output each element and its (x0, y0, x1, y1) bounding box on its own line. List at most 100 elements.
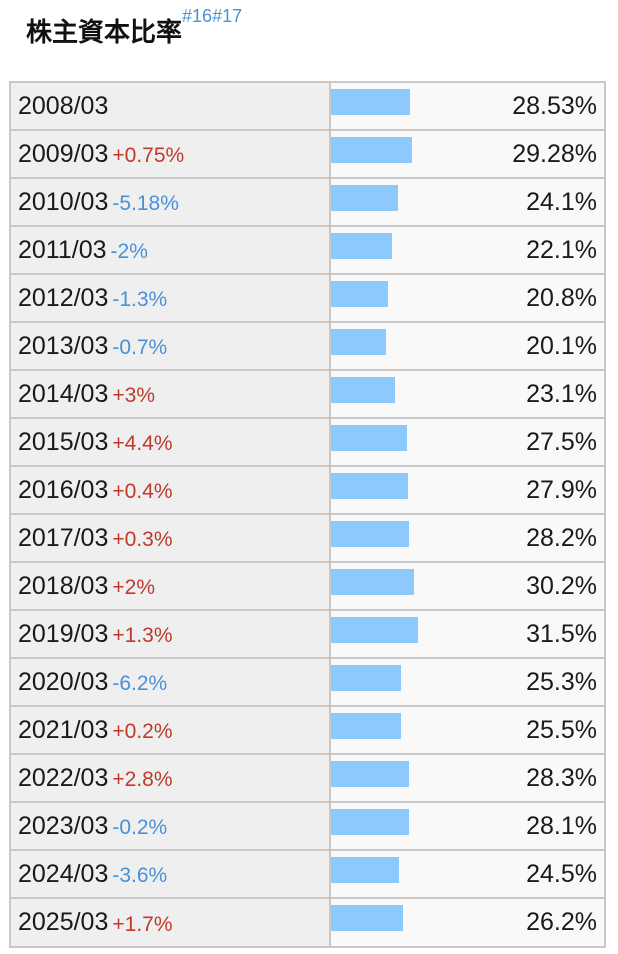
ref-link-16[interactable]: #16 (182, 6, 213, 26)
period-label: 2022/03 (18, 763, 109, 792)
change-label: +1.3% (112, 624, 173, 647)
bar-cell: 27.5% (331, 419, 604, 465)
row-label-cell: 2016/03 +0.4% (11, 467, 331, 513)
table-row: 2016/03 +0.4% 27.9% (11, 467, 604, 515)
value-bar (331, 617, 418, 643)
value-bar (331, 377, 395, 403)
table-row: 2013/03 -0.7% 20.1% (11, 323, 604, 371)
row-label-cell: 2023/03 -0.2% (11, 803, 331, 849)
change-label: +2% (112, 576, 155, 599)
bar-cell: 22.1% (331, 227, 604, 273)
period-label: 2008/03 (18, 91, 109, 120)
equity-ratio-table: 2008/03 28.53% 2009/03 +0.75% 29.28% 2010/03-… (9, 81, 606, 948)
period-label: 2010/03 (18, 187, 109, 216)
value-label: 29.28% (512, 139, 597, 168)
value-label: 25.5% (526, 715, 597, 744)
value-bar (331, 761, 409, 787)
value-label: 26.2% (526, 908, 597, 936)
bar-cell: 28.1% (331, 803, 604, 849)
value-bar (331, 713, 401, 739)
value-label: 23.1% (526, 379, 597, 408)
table-row: 2009/03 +0.75% 29.28% (11, 131, 604, 179)
change-label: -0.2% (112, 816, 168, 839)
bar-cell: 23.1% (331, 371, 604, 417)
row-label-cell: 2020/03 -6.2% (11, 659, 331, 705)
change-label: +4.4% (112, 432, 173, 455)
change-label: +3% (112, 384, 155, 407)
change-label: +1.7% (112, 912, 173, 936)
table-row: 2017/03 +0.3% 28.2% (11, 515, 604, 563)
change-label: -6.2% (112, 672, 168, 695)
period-label: 2012/03 (18, 283, 109, 312)
row-label-cell: 2018/03 +2% (11, 563, 331, 609)
change-label: +0.75% (112, 144, 185, 167)
period-label: 2021/03 (18, 715, 109, 744)
period-label: 2023/03 (18, 811, 109, 840)
bar-cell: 20.1% (331, 323, 604, 369)
change-label: -1.3% (112, 288, 168, 311)
bar-cell: 28.2% (331, 515, 604, 561)
value-label: 20.8% (526, 283, 597, 312)
value-bar (331, 89, 410, 115)
row-label-cell: 2014/03 +3% (11, 371, 331, 417)
value-label: 24.5% (526, 859, 597, 888)
value-label: 25.3% (526, 667, 597, 696)
row-label-cell: 2015/03 +4.4% (11, 419, 331, 465)
value-label: 28.2% (526, 523, 597, 552)
table-row: 2011/03 -2% 22.1% (11, 227, 604, 275)
row-label-cell: 2019/03 +1.3% (11, 611, 331, 657)
value-label: 28.53% (512, 91, 597, 120)
table-row: 2012/03 -1.3% 20.8% (11, 275, 604, 323)
value-bar (331, 473, 408, 499)
period-label: 2024/03 (18, 859, 109, 888)
row-label-cell: 2025/03 +1.7% (11, 899, 331, 946)
row-label-cell: 2012/03 -1.3% (11, 275, 331, 321)
period-label: 2013/03 (18, 331, 109, 360)
bar-cell: 24.5% (331, 851, 604, 897)
row-label-cell: 2010/03 -5.18% (11, 179, 331, 225)
table-row: 2008/03 28.53% (11, 83, 604, 131)
change-label: -3.6% (112, 864, 168, 887)
row-label-cell: 2024/03 -3.6% (11, 851, 331, 897)
row-label-cell: 2011/03 -2% (11, 227, 331, 273)
table-row: 2021/03 +0.2% 25.5% (11, 707, 604, 755)
value-bar (331, 425, 407, 451)
table-row: 2015/03 +4.4% 27.5% (11, 419, 604, 467)
bar-cell: 24.1% (331, 179, 604, 225)
page-title: 株主資本比率 (26, 18, 183, 48)
header: 株主資本比率#16#17 (26, 6, 242, 50)
period-label: 2018/03 (18, 571, 109, 600)
value-bar (331, 905, 403, 931)
bar-cell: 29.28% (331, 131, 604, 177)
ref-link-17[interactable]: #17 (212, 6, 243, 26)
table-row: 2019/03 +1.3% 31.5% (11, 611, 604, 659)
row-label-cell: 2013/03 -0.7% (11, 323, 331, 369)
value-label: 20.1% (526, 331, 597, 360)
period-label: 2020/03 (18, 667, 109, 696)
table-row: 2022/03 +2.8% 28.3% (11, 755, 604, 803)
row-label-cell: 2009/03 +0.75% (11, 131, 331, 177)
period-label: 2011/03 (18, 235, 107, 264)
row-label-cell: 2008/03 (11, 83, 331, 129)
bar-cell: 20.8% (331, 275, 604, 321)
bar-cell: 31.5% (331, 611, 604, 657)
change-label: +2.8% (112, 768, 173, 791)
bar-cell: 25.3% (331, 659, 604, 705)
table-row: 2010/03 -5.18% 24.1% (11, 179, 604, 227)
row-label-cell: 2022/03 +2.8% (11, 755, 331, 801)
value-bar (331, 857, 399, 883)
table-row: 2014/03 +3% 23.1% (11, 371, 604, 419)
change-label: -0.7% (112, 336, 168, 359)
value-label: 27.9% (526, 475, 597, 504)
change-label: -2% (110, 240, 148, 263)
period-label: 2009/03 (18, 139, 109, 168)
value-bar (331, 521, 409, 547)
value-label: 28.1% (526, 811, 597, 840)
value-label: 27.5% (526, 427, 597, 456)
bar-cell: 25.5% (331, 707, 604, 753)
period-label: 2025/03 (18, 908, 109, 936)
value-label: 22.1% (526, 235, 597, 264)
table-row: 2023/03 -0.2% 28.1% (11, 803, 604, 851)
bar-cell: 28.53% (331, 83, 604, 129)
value-bar (331, 665, 401, 691)
